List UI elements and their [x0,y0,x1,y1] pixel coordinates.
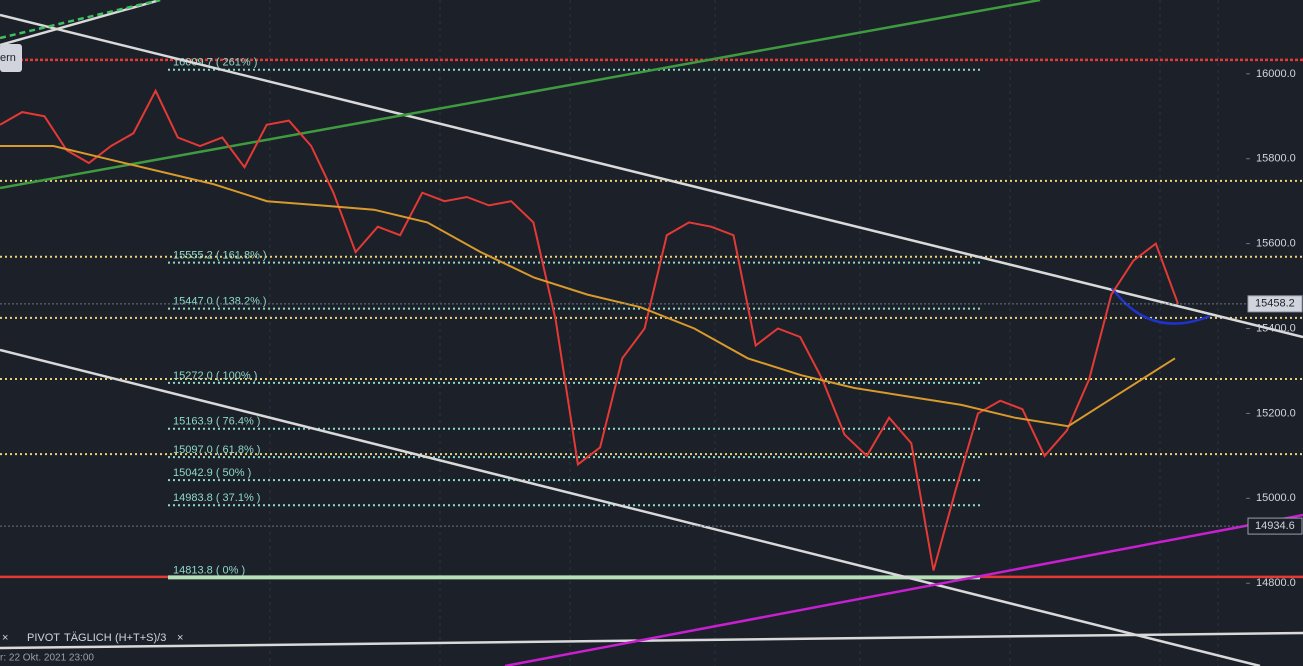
indicator-name: PIVOT [27,632,60,644]
price-box [1247,295,1303,313]
footer: r: 22 Okt. 2021 23:00 [0,653,94,664]
price-box-label: 14934.6 [1255,520,1295,532]
y-tick-label: 15000.0 [1256,492,1296,504]
price-box-label: 15458.2 [1255,298,1295,310]
fib-label: 15272.0 ( 100% ) [173,370,257,382]
fib-label: 15447.0 ( 138.2% ) [173,295,267,307]
price-line [0,145,1176,428]
y-tick-label: 16000.0 [1256,68,1296,80]
button-label[interactable]: ern [0,52,16,64]
y-tick-label: 15600.0 [1256,238,1296,250]
fib-label: 14813.8 ( 0% ) [173,564,245,576]
levels: 16009.7 ( 261% ) 15555.2 ( 161.8% ) 15447.… [0,57,1303,580]
y-tick-label: 15200.0 [1256,407,1296,419]
fib-label: 15555.2 ( 161.8% ) [173,250,267,262]
indicator-period: TÄGLICH [64,632,112,644]
close-button[interactable]: × [2,632,8,644]
price-axis: 16000.0 15800.0 15600.0 15400.0 15200.0 15000… [0,68,1303,589]
indicator-formula: (H+T+S)/3 [115,632,166,644]
fib-label: 15163.9 ( 76.4% ) [173,416,260,428]
price-box [1247,517,1303,535]
y-tick-label: 14800.0 [1256,577,1296,589]
time-grid [269,0,1219,666]
y-tick-label: 15400.0 [1256,322,1296,334]
plot [0,88,1179,571]
fib-label: 14983.8 ( 37.1% ) [173,492,260,504]
fib-label: 16009.7 ( 261% ) [173,57,257,69]
fib-label: 15042.9 ( 50% ) [173,467,251,479]
y-tick-label: 15800.0 [1256,153,1296,165]
button[interactable] [0,44,22,72]
close-button[interactable]: × [177,632,183,644]
fib-label: 15097.0 ( 61.8% ) [173,444,260,456]
price-line [0,88,1179,571]
